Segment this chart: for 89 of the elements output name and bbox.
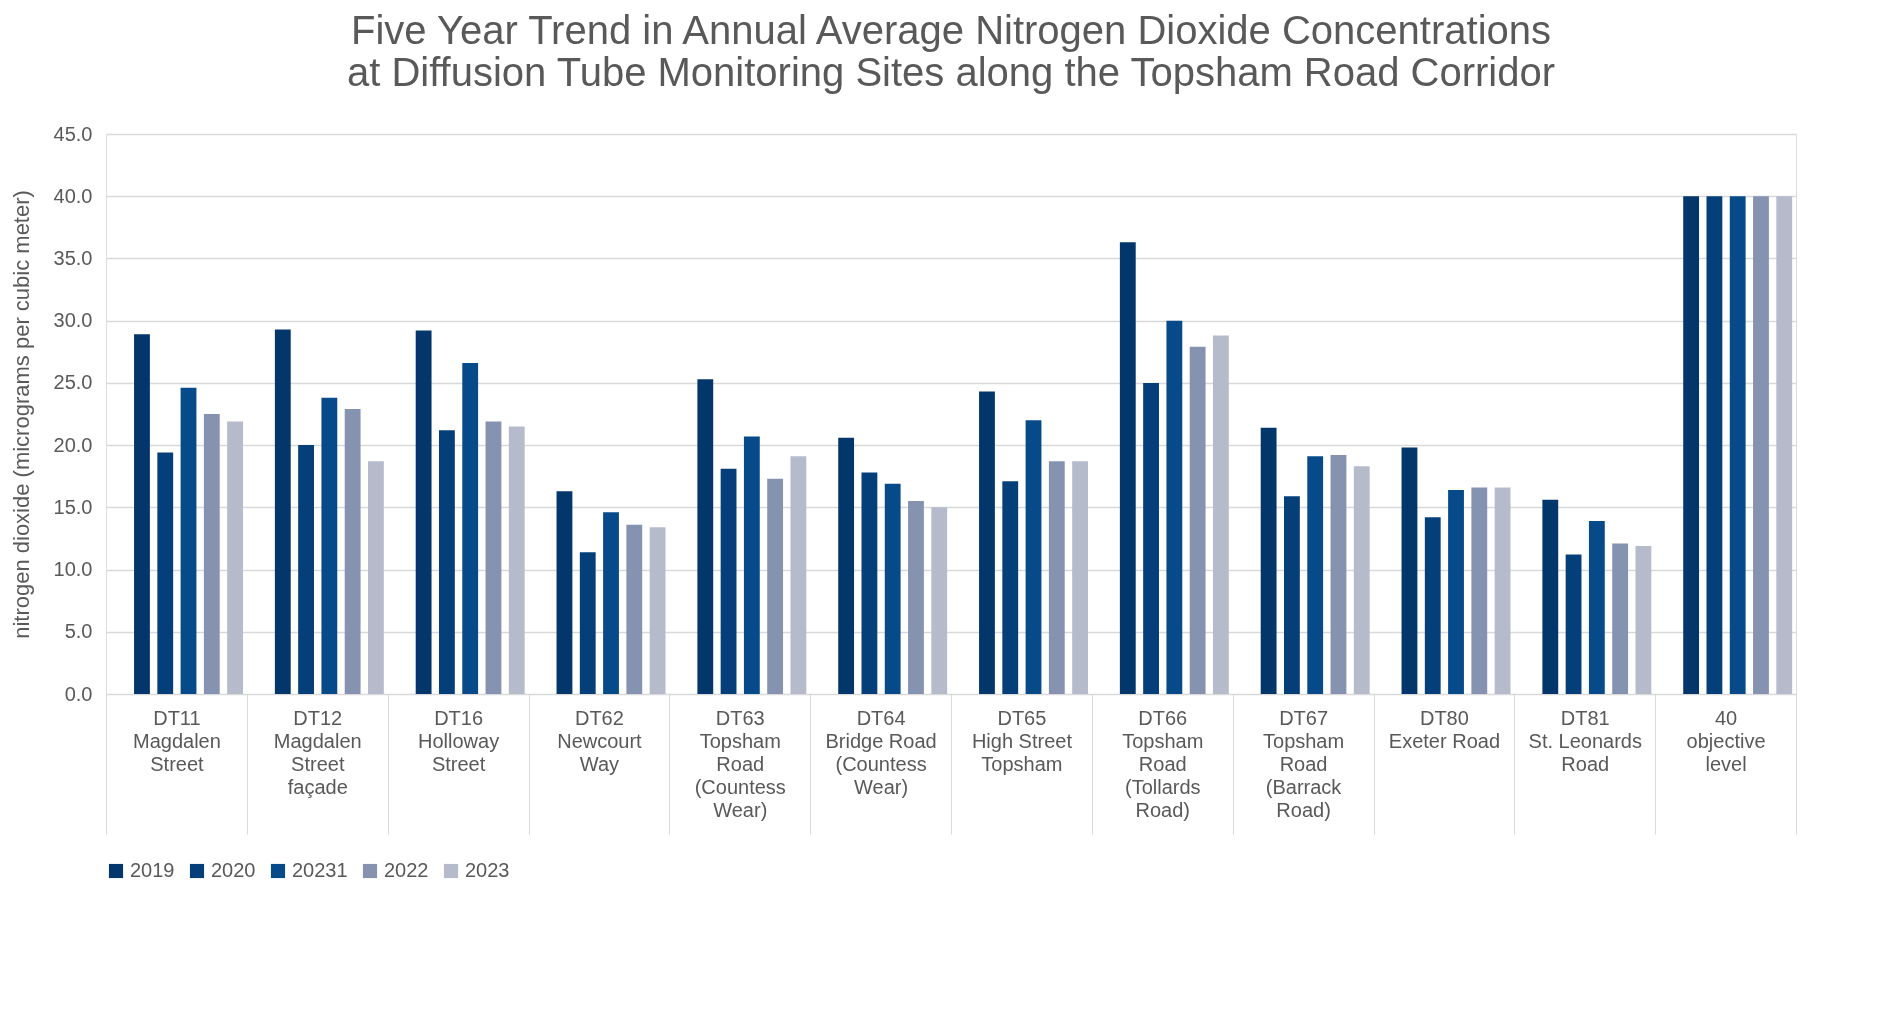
bar bbox=[1353, 466, 1370, 694]
bar bbox=[368, 461, 384, 694]
bar bbox=[1729, 196, 1746, 694]
x-tick-label: DT65 High Street Topsham bbox=[971, 706, 1073, 775]
bar bbox=[743, 436, 760, 694]
y-tick-label: 15.0 bbox=[53, 495, 93, 518]
y-tick-label: 20.0 bbox=[53, 433, 93, 456]
x-tick-label: DT67 Topsham Road (Barrack Road) bbox=[1263, 706, 1345, 821]
x-tick-label: DT12 Magdalen Street façade bbox=[273, 706, 362, 798]
bar bbox=[508, 426, 525, 694]
bar bbox=[1260, 427, 1277, 694]
bar bbox=[321, 397, 338, 694]
bar bbox=[1143, 382, 1159, 694]
bar bbox=[884, 483, 901, 694]
bar bbox=[485, 421, 502, 694]
bar bbox=[134, 334, 150, 694]
y-tick-label: 40.0 bbox=[53, 184, 93, 207]
legend-label: 2023 bbox=[465, 859, 510, 881]
y-axis-title: nitrogen dioxide (micrograms per cubic meter) bbox=[8, 190, 34, 639]
y-tick-label: 35.0 bbox=[53, 246, 93, 269]
bar bbox=[1683, 196, 1700, 694]
x-tick-label: DT64 Bridge Road (Countess Wear) bbox=[825, 706, 937, 798]
bar bbox=[767, 478, 784, 694]
legend-label: 20231 bbox=[292, 859, 348, 881]
bar bbox=[1565, 554, 1582, 694]
bar bbox=[1753, 196, 1769, 694]
bar bbox=[626, 524, 643, 694]
x-tick-label: 40 objective level bbox=[1686, 706, 1766, 775]
bar bbox=[579, 552, 596, 694]
bar bbox=[1448, 489, 1464, 694]
y-tick-label: 0.0 bbox=[64, 682, 93, 705]
y-tick-label: 10.0 bbox=[53, 558, 93, 581]
x-tick-label: DT80 Exeter Road bbox=[1388, 706, 1500, 752]
bar bbox=[931, 507, 948, 694]
y-tick-label: 45.0 bbox=[53, 122, 93, 145]
y-tick-label: 5.0 bbox=[64, 620, 93, 643]
bar bbox=[1424, 517, 1441, 694]
bar bbox=[227, 421, 243, 694]
bar bbox=[1471, 487, 1488, 694]
x-tick-label: DT62 Newcourt Way bbox=[557, 706, 643, 775]
bar bbox=[979, 391, 995, 694]
x-tick-label: DT66 Topsham Road (Tollards Road) bbox=[1122, 706, 1204, 821]
bar bbox=[344, 409, 361, 694]
bar bbox=[1776, 196, 1793, 694]
bar bbox=[1072, 461, 1088, 694]
bar bbox=[1330, 455, 1347, 694]
bar bbox=[720, 468, 737, 694]
bar bbox=[1588, 521, 1605, 694]
bar bbox=[697, 379, 714, 694]
bar bbox=[1612, 543, 1629, 694]
bar bbox=[649, 527, 666, 694]
bar bbox=[274, 329, 291, 694]
y-tick-label: 30.0 bbox=[53, 309, 93, 332]
bar bbox=[180, 387, 197, 694]
bar bbox=[415, 330, 432, 694]
bar bbox=[1706, 196, 1723, 694]
bar bbox=[1119, 242, 1136, 694]
bar bbox=[1002, 481, 1019, 694]
x-tick-label: DT81 St. Leonards Road bbox=[1528, 706, 1642, 775]
bar bbox=[556, 491, 573, 694]
x-tick-label: DT11 Magdalen Street bbox=[132, 706, 221, 775]
bar bbox=[203, 414, 220, 694]
bar bbox=[439, 430, 455, 694]
bar bbox=[838, 437, 855, 694]
bar bbox=[1307, 456, 1324, 694]
bar bbox=[861, 472, 878, 694]
bar bbox=[1213, 335, 1229, 694]
bar bbox=[603, 512, 619, 694]
bar bbox=[1048, 461, 1065, 694]
x-tick-label: DT16 Holloway Street bbox=[418, 706, 500, 775]
bar bbox=[1542, 499, 1559, 694]
bar bbox=[1635, 545, 1652, 694]
bar bbox=[1189, 346, 1206, 694]
bar bbox=[298, 445, 314, 694]
bar bbox=[790, 456, 807, 694]
x-tick-label: DT63 Topsham Road (Countess Wear) bbox=[694, 706, 786, 821]
bar bbox=[908, 501, 924, 694]
legend-label: 2019 bbox=[130, 859, 175, 881]
bar bbox=[462, 362, 479, 694]
bar bbox=[1166, 320, 1183, 694]
y-tick-label: 25.0 bbox=[53, 371, 93, 394]
legend-label: 2020 bbox=[211, 859, 256, 881]
bar bbox=[1025, 420, 1042, 694]
text: Five Year Trend in Annual Average Nitrogen Dioxide Concentrations bbox=[350, 8, 1552, 52]
bar bbox=[1401, 447, 1418, 694]
bar bbox=[1284, 496, 1300, 694]
bar bbox=[1494, 487, 1511, 694]
bar bbox=[157, 452, 174, 694]
legend-label: 2022 bbox=[384, 859, 429, 881]
